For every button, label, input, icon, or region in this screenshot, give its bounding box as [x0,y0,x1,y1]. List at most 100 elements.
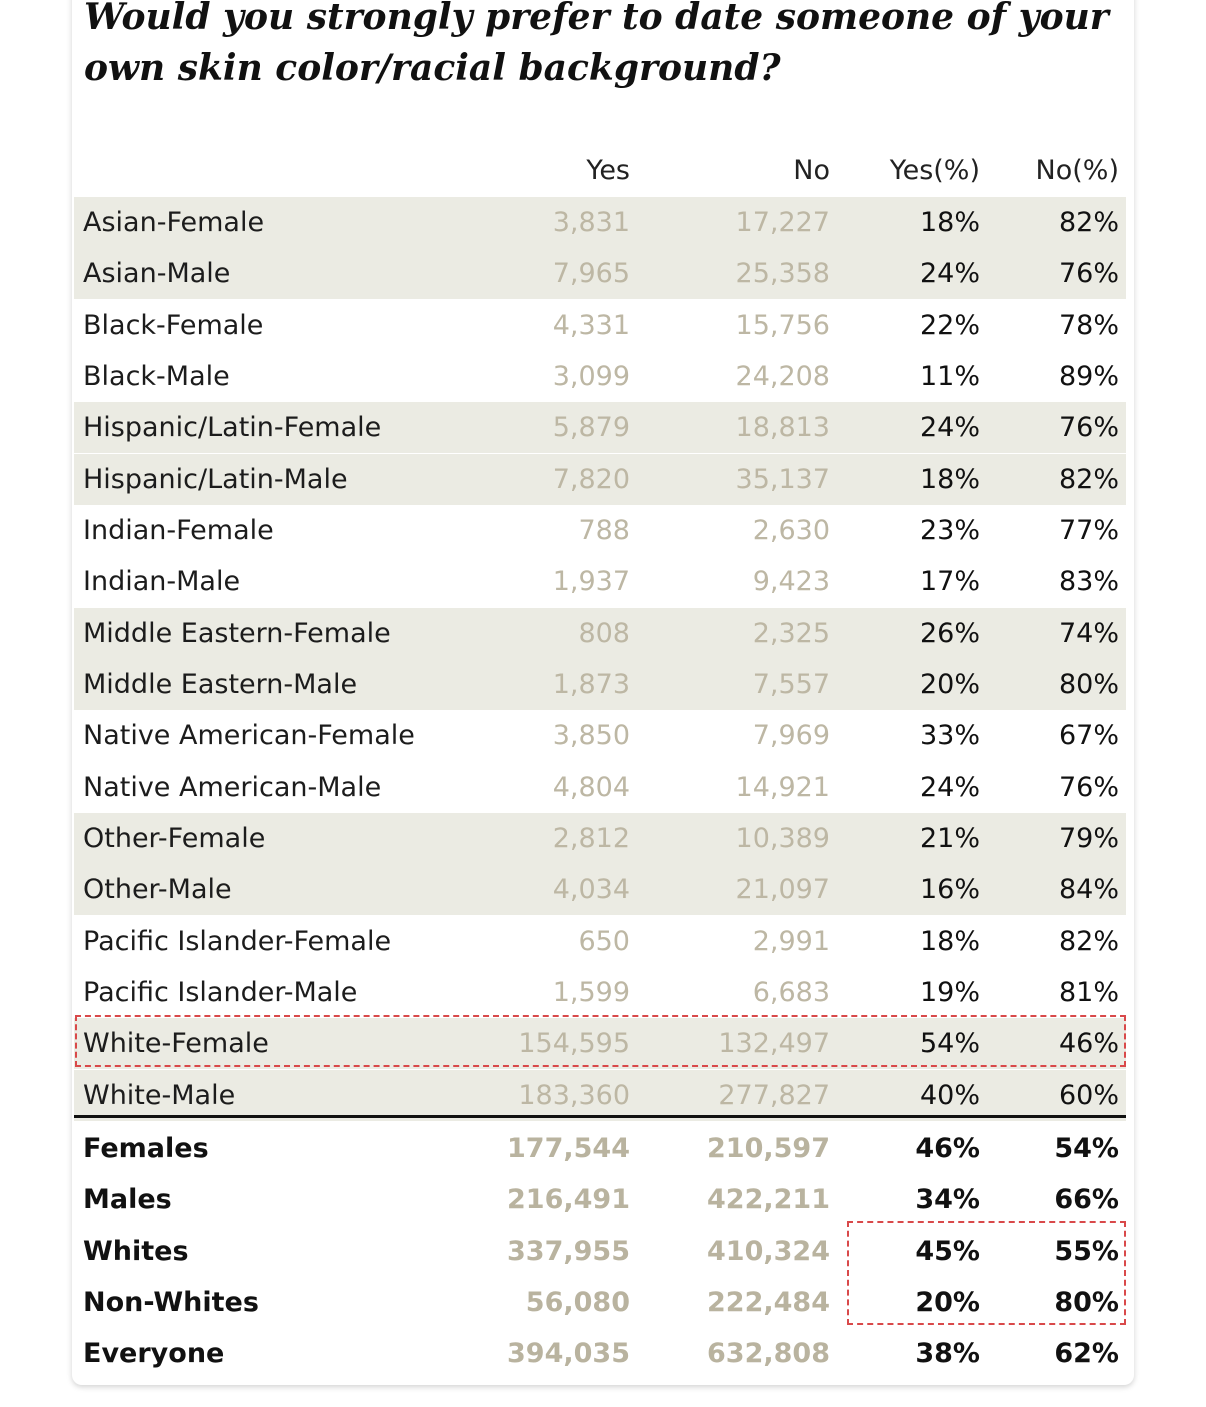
table-row: Other-Female 2,812 10,389 21% 79% [74,813,1126,864]
no-percent-cell: 60% [1058,1079,1119,1111]
yes-count-cell: 808 [578,617,630,649]
row-label: Middle Eastern-Male [83,669,358,700]
table-row: Hispanic/Latin-Male 7,820 35,137 18% 82% [74,453,1126,505]
yes-count-cell: 3,099 [552,361,630,392]
yes-percent-cell: 20% [915,1287,980,1318]
yes-percent-cell: 38% [915,1338,980,1370]
yes-count-cell: 4,331 [552,309,630,341]
no-count-cell: 18,813 [735,412,830,444]
table-row: Hispanic/Latin-Female 5,879 18,813 24% 76% [74,402,1126,454]
no-count-cell: 2,991 [752,925,830,957]
no-percent-cell: 76% [1058,771,1119,803]
yes-count-cell: 5,879 [552,412,630,444]
yes-percent-cell: 24% [919,771,980,803]
yes-percent-cell: 21% [919,823,980,854]
row-label: Indian-Male [83,566,241,598]
summary-row: Males 216,491 422,211 34% 66% [74,1174,1126,1225]
row-label: Indian-Female [83,515,274,546]
column-header-yes-pct: Yes(%) [889,155,980,186]
yes-percent-cell: 20% [919,669,980,700]
yes-percent-cell: 54% [919,1028,980,1060]
no-count-cell: 410,324 [707,1235,830,1267]
row-label: Middle Eastern-Female [83,617,391,649]
table-row: Native American-Female 3,850 7,969 33% 67% [74,710,1126,761]
yes-percent-cell: 19% [919,976,980,1008]
table-row: Middle Eastern-Male 1,873 7,557 20% 80% [74,659,1126,710]
summary-row: Everyone 394,035 632,808 38% 62% [74,1328,1126,1379]
row-label: Non-Whites [83,1287,259,1318]
no-percent-cell: 76% [1058,412,1119,444]
column-header-yes: Yes [586,155,630,186]
table-row: Pacific Islander-Male 1,599 6,683 19% 81% [74,967,1126,1018]
yes-percent-cell: 18% [919,463,980,495]
yes-percent-cell: 40% [919,1079,980,1111]
no-count-cell: 222,484 [707,1287,830,1318]
table-row: Other-Male 4,034 21,097 16% 84% [74,864,1126,916]
yes-count-cell: 183,360 [518,1079,630,1111]
no-count-cell: 10,389 [735,823,830,854]
no-percent-cell: 74% [1058,617,1119,649]
row-label: Hispanic/Latin-Male [83,463,348,495]
row-label: Males [83,1184,172,1216]
no-percent-cell: 81% [1058,976,1119,1008]
no-count-cell: 2,325 [752,617,830,649]
yes-percent-cell: 18% [919,925,980,957]
row-label: White-Female [83,1028,269,1060]
no-percent-cell: 80% [1058,669,1119,700]
no-count-cell: 7,969 [752,720,830,752]
no-count-cell: 15,756 [735,309,830,341]
row-label: Pacific Islander-Female [83,925,392,957]
table-row: Black-Male 3,099 24,208 11% 89% [74,351,1126,402]
table-row: Asian-Female 3,831 17,227 18% 82% [74,197,1126,248]
summary-row: Whites 337,955 410,324 45% 55% [74,1226,1126,1277]
row-label: Black-Male [83,361,230,392]
row-label: Native American-Male [83,771,382,803]
row-label: Black-Female [83,309,264,341]
yes-count-cell: 1,937 [552,566,630,598]
row-label: Other-Female [83,823,266,854]
no-percent-cell: 79% [1058,823,1119,854]
no-percent-cell: 82% [1058,463,1119,495]
table-row: Indian-Female 788 2,630 23% 77% [74,505,1126,556]
yes-percent-cell: 33% [919,720,980,752]
no-count-cell: 21,097 [735,874,830,906]
yes-count-cell: 1,873 [552,669,630,700]
yes-count-cell: 788 [578,515,630,546]
yes-percent-cell: 23% [919,515,980,546]
yes-count-cell: 3,850 [552,720,630,752]
summary-divider [74,1115,1126,1118]
column-header-no: No [793,155,830,186]
yes-count-cell: 154,595 [518,1028,630,1060]
yes-percent-cell: 34% [915,1184,980,1216]
yes-percent-cell: 22% [919,309,980,341]
table-row: Middle Eastern-Female 808 2,325 26% 74% [74,607,1126,659]
no-percent-cell: 66% [1054,1184,1119,1216]
no-count-cell: 132,497 [718,1028,830,1060]
table-header-row: Yes No Yes(%) No(%) [74,145,1126,196]
yes-percent-cell: 26% [919,617,980,649]
no-percent-cell: 83% [1058,566,1119,598]
no-percent-cell: 54% [1054,1133,1119,1164]
yes-percent-cell: 17% [919,566,980,598]
yes-count-cell: 177,544 [507,1133,630,1164]
no-count-cell: 25,358 [735,258,830,290]
no-count-cell: 2,630 [752,515,830,546]
no-percent-cell: 62% [1054,1338,1119,1370]
no-count-cell: 14,921 [735,771,830,803]
no-percent-cell: 89% [1058,361,1119,392]
table-row: Asian-Male 7,965 25,358 24% 76% [74,248,1126,300]
yes-percent-cell: 11% [919,361,980,392]
no-percent-cell: 46% [1058,1028,1119,1060]
no-percent-cell: 67% [1058,720,1119,752]
table-row: Native American-Male 4,804 14,921 24% 76% [74,762,1126,813]
yes-percent-cell: 46% [915,1133,980,1164]
row-label: Females [83,1133,209,1164]
no-percent-cell: 80% [1054,1287,1119,1318]
yes-count-cell: 337,955 [507,1235,630,1267]
column-header-no-pct: No(%) [1035,155,1119,186]
no-percent-cell: 76% [1058,258,1119,290]
row-label: Native American-Female [83,720,415,752]
row-label: Asian-Female [83,207,265,238]
yes-count-cell: 650 [578,925,630,957]
chart-title: Would you strongly prefer to date someon… [84,0,1109,89]
